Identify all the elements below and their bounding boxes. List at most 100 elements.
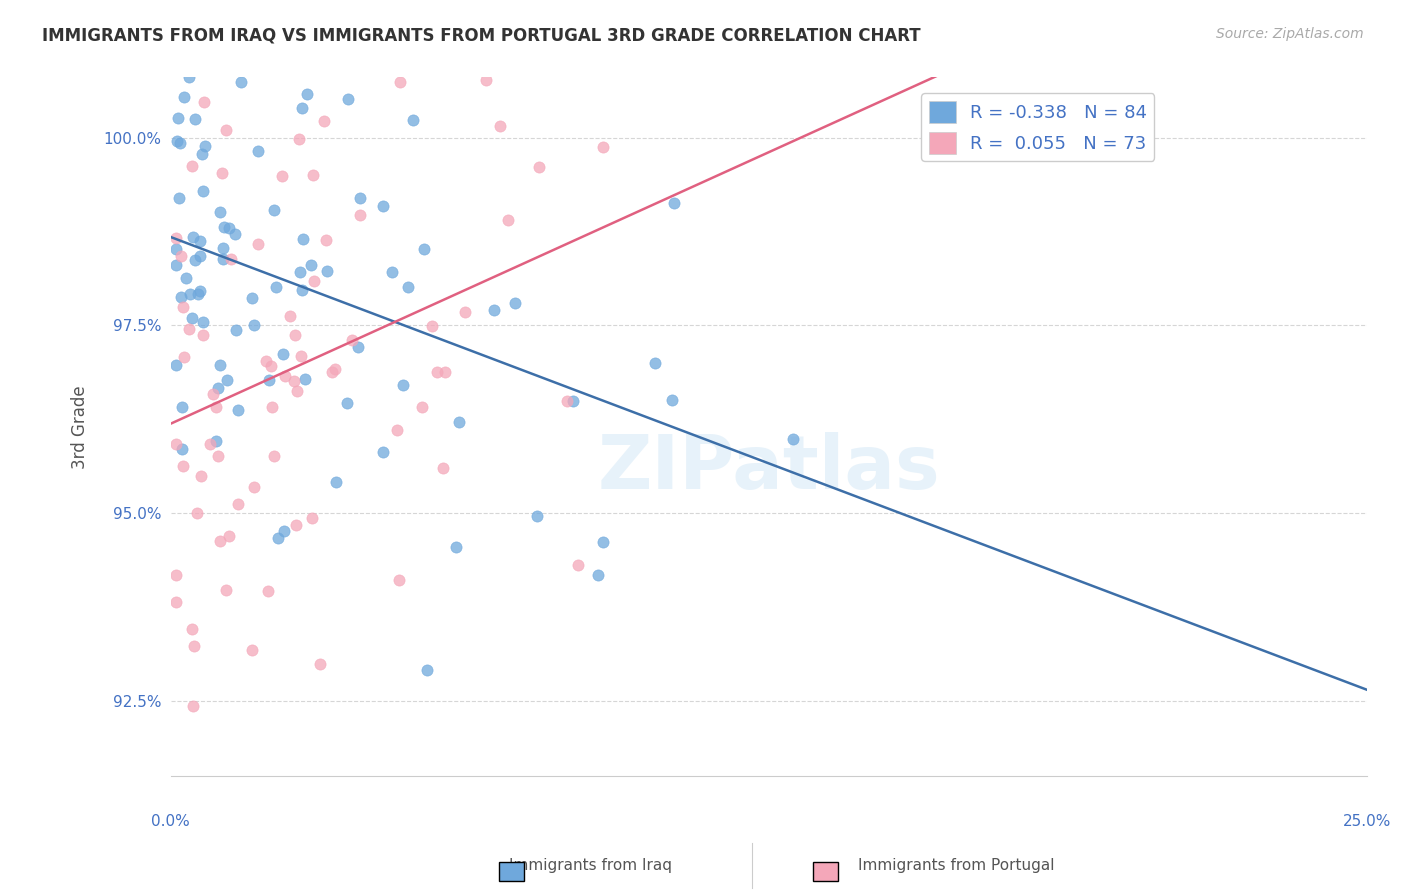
Point	[283, 374, 305, 388]
Point	[180, 622, 202, 636]
Point	[432, 461, 454, 475]
Point	[285, 518, 308, 533]
Point	[169, 290, 191, 304]
Point	[165, 258, 187, 272]
Point	[263, 202, 285, 217]
Point	[166, 111, 188, 125]
Point	[240, 291, 263, 305]
Point	[187, 287, 209, 301]
Point	[389, 75, 412, 89]
Point	[173, 90, 195, 104]
Point	[449, 415, 471, 429]
Point	[291, 101, 314, 115]
Text: Immigrants from Portugal: Immigrants from Portugal	[858, 858, 1054, 872]
Point	[217, 373, 239, 387]
Point	[165, 358, 187, 372]
Text: ZIPatlas: ZIPatlas	[598, 432, 941, 505]
Point	[325, 475, 347, 490]
Point	[211, 166, 233, 180]
Point	[586, 568, 609, 582]
Point	[413, 242, 436, 256]
Point	[373, 444, 395, 458]
Point	[323, 362, 346, 376]
Point	[444, 540, 467, 554]
Point	[295, 87, 318, 101]
Point	[526, 509, 548, 524]
Point	[202, 3, 225, 17]
Point	[336, 92, 359, 106]
Point	[315, 233, 337, 247]
Point	[420, 319, 443, 334]
Point	[205, 434, 228, 449]
Point	[181, 160, 204, 174]
Point	[257, 373, 280, 387]
Point	[555, 394, 578, 409]
Point	[186, 507, 208, 521]
Point	[169, 191, 191, 205]
Point	[225, 323, 247, 337]
Point	[392, 378, 415, 392]
Point	[212, 252, 235, 266]
Point	[299, 258, 322, 272]
Point	[371, 199, 394, 213]
Point	[567, 558, 589, 572]
Point	[284, 327, 307, 342]
Text: 25.0%: 25.0%	[1343, 814, 1391, 829]
Point	[183, 639, 205, 653]
Point	[174, 271, 197, 285]
Text: Source: ZipAtlas.com: Source: ZipAtlas.com	[1216, 27, 1364, 41]
Point	[264, 280, 287, 294]
Point	[226, 402, 249, 417]
Point	[662, 196, 685, 211]
Point	[254, 354, 277, 368]
Point	[349, 208, 371, 222]
Point	[644, 356, 666, 370]
Point	[285, 384, 308, 398]
Point	[177, 70, 200, 85]
Point	[191, 184, 214, 198]
Point	[347, 339, 370, 353]
Point	[165, 436, 187, 450]
Point	[661, 392, 683, 407]
Point	[209, 358, 232, 372]
Y-axis label: 3rd Grade: 3rd Grade	[72, 385, 89, 468]
Point	[214, 219, 236, 234]
Point	[201, 387, 224, 401]
Point	[215, 123, 238, 137]
Point	[243, 318, 266, 332]
Point	[181, 229, 204, 244]
Point	[416, 663, 439, 677]
Point	[402, 112, 425, 127]
Point	[193, 95, 215, 109]
Point	[194, 139, 217, 153]
Point	[271, 347, 294, 361]
Point	[188, 285, 211, 299]
Point	[291, 283, 314, 297]
Point	[247, 145, 270, 159]
Point	[170, 401, 193, 415]
Point	[426, 365, 449, 379]
Point	[179, 286, 201, 301]
Point	[209, 205, 232, 219]
Text: IMMIGRANTS FROM IRAQ VS IMMIGRANTS FROM PORTUGAL 3RD GRADE CORRELATION CHART: IMMIGRANTS FROM IRAQ VS IMMIGRANTS FROM …	[42, 27, 921, 45]
Point	[278, 309, 301, 323]
Point	[475, 73, 498, 87]
Point	[219, 252, 242, 267]
Point	[209, 534, 232, 549]
Point	[207, 381, 229, 395]
Point	[592, 534, 614, 549]
Point	[207, 449, 229, 463]
Point	[257, 584, 280, 599]
Point	[302, 275, 325, 289]
Text: Immigrants from Iraq: Immigrants from Iraq	[509, 858, 672, 872]
Point	[288, 265, 311, 279]
Point	[169, 136, 191, 151]
Point	[290, 350, 312, 364]
Point	[177, 322, 200, 336]
Point	[294, 372, 316, 386]
Point	[505, 296, 527, 310]
Point	[200, 436, 222, 450]
Point	[527, 160, 550, 174]
Point	[231, 75, 253, 89]
Point	[482, 302, 505, 317]
